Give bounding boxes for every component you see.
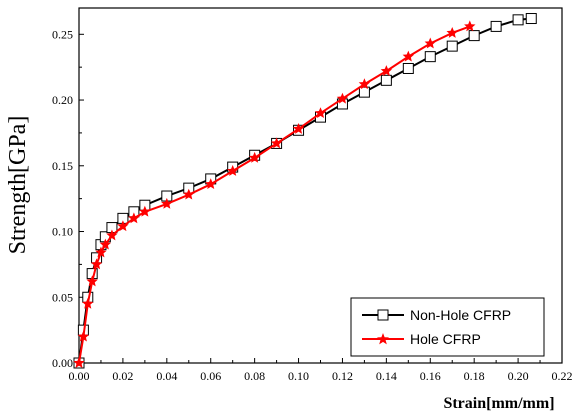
- data-point-hole: [402, 50, 415, 62]
- data-point-hole: [270, 137, 283, 149]
- data-point-hole: [77, 330, 90, 342]
- data-point-hole: [117, 220, 129, 232]
- data-point-hole: [82, 297, 94, 309]
- data-point-hole: [95, 246, 107, 258]
- legend-marker-star: [377, 333, 389, 345]
- data-point-hole: [380, 65, 393, 76]
- legend-box: [350, 297, 545, 357]
- y-tick-label: 0.05: [52, 290, 73, 304]
- y-axis-ticks: 0.00 0.05 0.10 0.15 0.20 0.25: [52, 27, 84, 370]
- data-point-hole: [99, 238, 112, 250]
- y-tick-label: 0.10: [52, 225, 73, 239]
- data-point-non-hole: [525, 13, 537, 25]
- x-tick-label: 0.20: [508, 369, 529, 383]
- data-point-hole: [464, 20, 476, 32]
- data-point-non-hole: [512, 14, 524, 26]
- legend-label-non-hole: Non-Hole CFRP: [410, 307, 511, 323]
- x-tick-label: 0.18: [464, 369, 485, 383]
- x-tick-label: 0.02: [112, 369, 133, 383]
- data-point-non-hole: [402, 62, 414, 74]
- data-point-non-hole: [380, 74, 392, 86]
- data-point-hole: [358, 78, 371, 90]
- data-point-hole: [128, 212, 140, 224]
- data-point-hole: [205, 178, 217, 190]
- x-tick-label: 0.16: [420, 369, 441, 383]
- x-tick-label: 0.22: [552, 369, 573, 383]
- data-point-hole: [86, 275, 98, 287]
- legend-label-hole: Hole CFRP: [410, 331, 481, 347]
- data-point-non-hole: [468, 30, 480, 42]
- data-point-hole: [424, 37, 436, 49]
- data-point-hole: [292, 122, 305, 134]
- x-tick-label: 0.12: [332, 369, 353, 383]
- y-tick-label: 0.25: [52, 27, 73, 41]
- x-tick-label: 0.10: [288, 369, 309, 383]
- data-point-hole: [161, 197, 173, 209]
- data-point-non-hole: [446, 40, 458, 52]
- legend: Non-Hole CFRP Hole CFRP: [350, 297, 545, 357]
- x-tick-label: 0.04: [156, 369, 177, 383]
- y-axis-label: Strength[GPa]: [5, 116, 31, 255]
- data-point-hole: [73, 357, 85, 368]
- y-tick-label: 0.00: [52, 356, 73, 370]
- data-point-hole: [336, 92, 349, 104]
- data-point-non-hole: [358, 86, 370, 98]
- data-point-hole: [106, 229, 118, 241]
- x-tick-label: 0.14: [376, 369, 397, 383]
- data-point-non-hole: [424, 51, 436, 63]
- data-point-hole: [248, 151, 261, 163]
- series-hole: [73, 20, 476, 368]
- y-tick-label: 0.20: [52, 93, 73, 107]
- data-point-hole: [139, 205, 151, 217]
- data-point-hole: [226, 165, 239, 176]
- x-axis-label: Strain[mm/mm]: [443, 395, 554, 412]
- x-tick-label: 0.00: [69, 369, 90, 383]
- y-tick-label: 0.15: [52, 159, 73, 173]
- data-point-hole: [90, 258, 103, 270]
- data-point-non-hole: [490, 20, 502, 32]
- data-point-hole: [314, 107, 327, 119]
- legend-marker-square: [377, 309, 389, 321]
- x-axis-ticks: 0.00 0.02 0.04 0.06 0.08 0.10 0.12 0.14 0.16 0.18…: [69, 358, 573, 383]
- data-point-hole: [183, 188, 195, 200]
- x-tick-label: 0.06: [200, 369, 221, 383]
- data-point-hole: [446, 26, 458, 38]
- x-tick-label: 0.08: [244, 369, 265, 383]
- series-layer: [73, 13, 537, 369]
